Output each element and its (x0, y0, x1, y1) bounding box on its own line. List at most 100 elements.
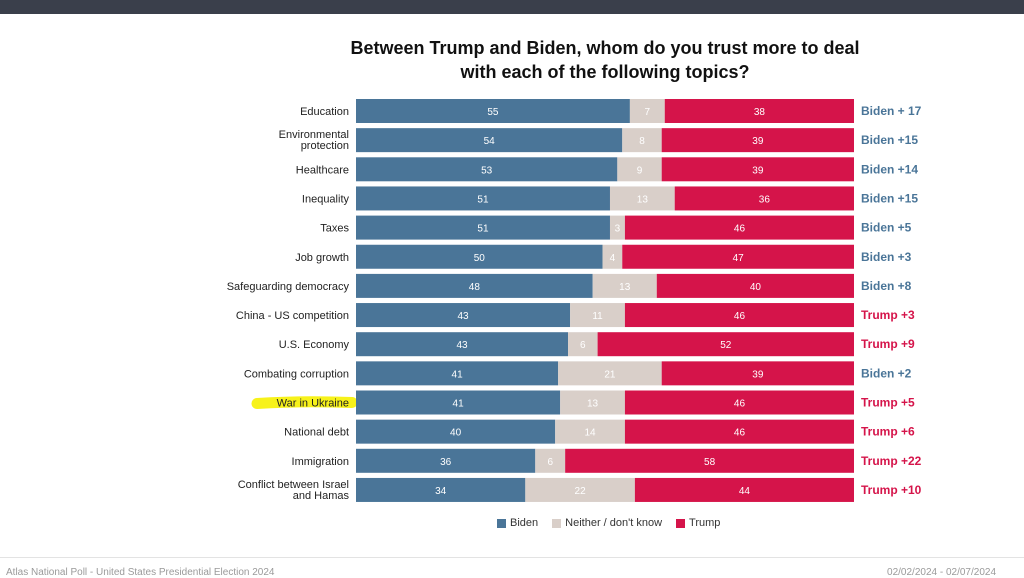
legend-label-trump: Trump (689, 517, 721, 529)
bar-neither-value-label: 13 (587, 399, 599, 410)
category-label: Education (300, 106, 349, 118)
bar-trump (656, 273, 854, 298)
footer-divider (0, 557, 1024, 558)
lead-label: Biden +14 (861, 162, 918, 176)
footer-source: Atlas National Poll - United States Pres… (6, 567, 275, 578)
bar-neither-value-label: 8 (639, 136, 645, 147)
category-label: Environmental (279, 129, 349, 141)
bar-biden-value-label: 51 (477, 224, 489, 235)
legend-label-biden: Biden (510, 517, 539, 529)
footer-dates: 02/02/2024 - 02/07/2024 (887, 567, 996, 578)
lead-label: Trump +3 (861, 308, 915, 322)
bar-trump-value-label: 44 (739, 486, 751, 497)
bar-biden-value-label: 51 (477, 194, 489, 205)
bar-trump (624, 215, 854, 240)
category-label: Inequality (302, 193, 350, 205)
bar-biden-value-label: 43 (458, 311, 470, 322)
bar-neither (560, 390, 625, 415)
chart-legend: Biden Neither / don't know Trump (497, 517, 720, 529)
bar-trump (624, 390, 854, 415)
bar-trump (664, 99, 854, 123)
bar-trump-value-label: 39 (752, 136, 764, 147)
bar-neither (535, 448, 566, 473)
legend-swatch-trump (676, 518, 686, 528)
bar-trump-value-label: 38 (754, 107, 766, 118)
bar-neither (602, 244, 623, 269)
bar-neither (629, 99, 665, 123)
bar-neither (617, 157, 662, 182)
chart-title-line-2: with each of the following topics? (460, 62, 750, 82)
bar-biden (356, 99, 630, 123)
bar-biden (356, 215, 610, 240)
lead-label: Trump +22 (861, 454, 922, 468)
bar-trump-value-label: 58 (704, 457, 716, 468)
bar-trump (624, 303, 854, 328)
bar-neither (592, 273, 657, 298)
category-label: Combating corruption (244, 368, 349, 380)
bar-biden-value-label: 50 (474, 253, 486, 264)
bar-neither (568, 332, 598, 357)
bar-neither (558, 361, 662, 386)
bar-trump (661, 361, 854, 386)
bar-biden (356, 303, 571, 328)
top-bar (0, 0, 1024, 14)
bar-biden (356, 477, 526, 502)
bar-trump-value-label: 52 (720, 340, 732, 351)
bar-biden (356, 157, 618, 182)
bar-neither (622, 128, 662, 153)
bar-trump-value-label: 46 (734, 428, 746, 439)
bar-neither-value-label: 21 (604, 369, 616, 380)
bar-biden-value-label: 43 (456, 340, 468, 351)
category-label: U.S. Economy (279, 339, 350, 351)
bar-biden (356, 419, 556, 444)
bar-biden (356, 390, 561, 415)
bar-trump-value-label: 40 (750, 282, 762, 293)
lead-label: Trump +6 (861, 425, 915, 439)
bar-biden (356, 448, 536, 473)
bar-neither-value-label: 14 (584, 428, 596, 439)
bar-neither-value-label: 3 (615, 224, 621, 235)
bar-biden-value-label: 41 (453, 399, 465, 410)
bar-biden (356, 273, 593, 298)
bar-neither-value-label: 6 (580, 340, 586, 351)
category-label: Conflict between Israel (238, 479, 349, 491)
bar-trump (661, 157, 854, 182)
chart-title: Between Trump and Biden, whom do you tru… (330, 36, 880, 84)
bar-neither-value-label: 9 (637, 165, 643, 176)
bar-trump-value-label: 36 (759, 194, 771, 205)
bar-trump (565, 448, 854, 473)
lead-label: Trump +9 (861, 337, 915, 351)
legend-item-neither: Neither / don't know (552, 517, 662, 529)
bar-biden (356, 244, 603, 269)
bar-neither-value-label: 11 (592, 311, 603, 322)
bar-biden-value-label: 55 (487, 107, 499, 118)
lead-label: Biden +15 (861, 191, 918, 205)
legend-swatch-neither (552, 518, 562, 528)
category-label: National debt (284, 427, 349, 439)
lead-label: Biden +2 (861, 366, 912, 380)
bar-biden-value-label: 54 (484, 136, 496, 147)
lead-label: Biden +8 (861, 279, 912, 293)
bar-neither (525, 477, 635, 502)
bar-trump-value-label: 39 (752, 369, 764, 380)
bar-neither-value-label: 13 (637, 194, 649, 205)
bar-trump (622, 244, 854, 269)
bar-biden (356, 128, 623, 153)
lead-label: Biden +5 (861, 221, 912, 235)
bar-neither (555, 419, 625, 444)
category-label: China - US competition (236, 310, 349, 322)
bar-biden-value-label: 41 (452, 369, 464, 380)
bar-biden-value-label: 48 (469, 282, 481, 293)
bar-trump-value-label: 47 (733, 253, 745, 264)
lead-label: Trump +10 (861, 483, 922, 497)
bar-trump (634, 477, 854, 502)
legend-swatch-biden (497, 518, 506, 528)
category-label: protection (301, 140, 349, 152)
category-label: Immigration (292, 456, 349, 468)
label-highlight-mark (251, 396, 358, 409)
category-label: and Hamas (293, 490, 350, 502)
bar-biden-value-label: 36 (440, 457, 452, 468)
bar-neither-value-label: 4 (610, 253, 616, 264)
bar-trump (661, 128, 854, 153)
